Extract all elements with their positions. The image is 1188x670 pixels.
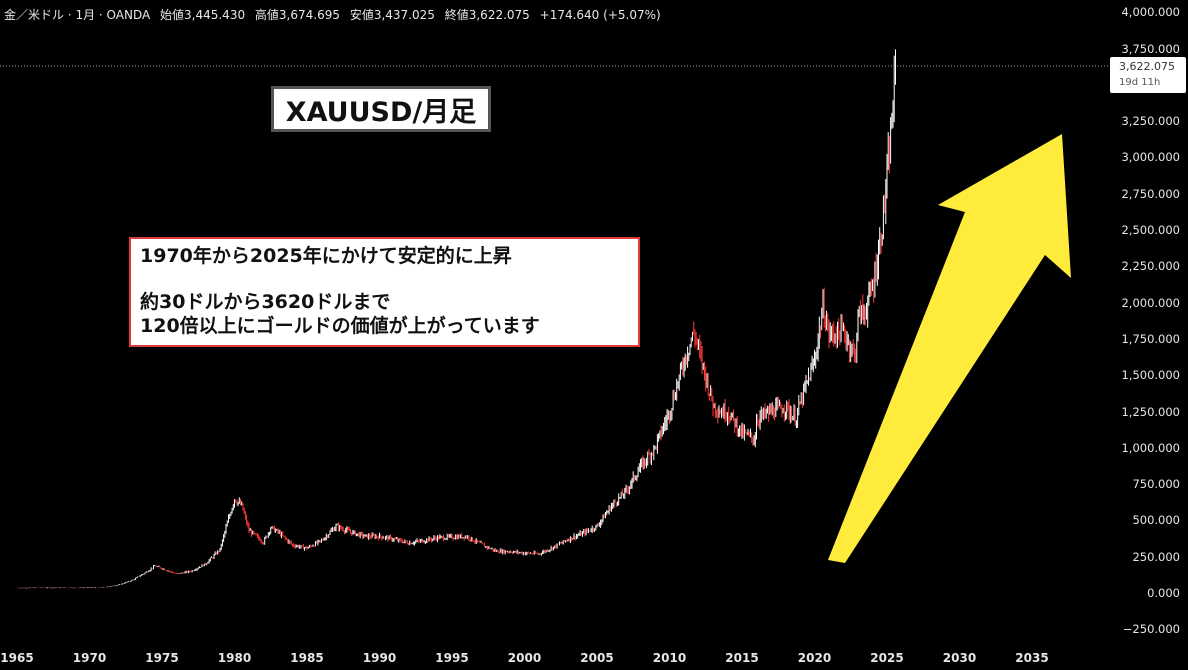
chart-header: 金／米ドル · 1月 · OANDA 始値3,445.430 高値3,674.6… bbox=[4, 6, 667, 23]
chart-title-annotation[interactable]: XAUUSD/月足 bbox=[271, 86, 491, 132]
x-tick-label: 2005 bbox=[580, 651, 614, 665]
x-tick-label: 1985 bbox=[290, 651, 324, 665]
low-value: 安値3,437.025 bbox=[349, 8, 435, 22]
x-tick-label: 2025 bbox=[870, 651, 904, 665]
change-value: +174.640 (+5.07%) bbox=[539, 8, 661, 22]
x-tick-label: 1965 bbox=[0, 651, 34, 665]
x-tick-label: 2035 bbox=[1015, 651, 1049, 665]
y-tick-label: 2,250.000 bbox=[1121, 259, 1180, 274]
y-tick-label: 1,750.000 bbox=[1121, 331, 1180, 346]
y-tick-label: 1,500.000 bbox=[1121, 368, 1180, 383]
y-tick-label: 3,250.000 bbox=[1121, 114, 1180, 129]
y-tick-label: 2,000.000 bbox=[1121, 295, 1180, 310]
x-tick-label: 2020 bbox=[797, 651, 832, 665]
x-tick-label: 1975 bbox=[145, 651, 179, 665]
note-line-1: 1970年から2025年にかけて安定的に上昇 bbox=[140, 245, 512, 267]
y-tick-label: −250.000 bbox=[1122, 622, 1180, 637]
close-value: 終値3,622.075 bbox=[444, 8, 530, 22]
x-tick-label: 2030 bbox=[942, 651, 977, 665]
candles-layer bbox=[16, 49, 896, 589]
y-tick-label: 3,000.000 bbox=[1121, 150, 1180, 165]
bar-countdown: 19d 11h bbox=[1119, 77, 1161, 88]
y-tick-label: 0.000 bbox=[1147, 586, 1180, 600]
x-tick-label: 1970 bbox=[72, 651, 107, 665]
x-tick-label: 2010 bbox=[652, 651, 687, 665]
x-tick-label: 1995 bbox=[435, 651, 469, 665]
x-tick-label: 2015 bbox=[725, 651, 759, 665]
yellow-up-arrow bbox=[828, 134, 1071, 563]
y-tick-label: 3,750.000 bbox=[1121, 41, 1180, 56]
x-tick-label: 2000 bbox=[507, 651, 542, 665]
note-line-2: 約30ドルから3620ドルまで bbox=[140, 291, 391, 313]
last-price-tag: 3,622.075 19d 11h bbox=[1110, 57, 1186, 93]
x-tick-label: 1990 bbox=[362, 651, 397, 665]
high-value: 高値3,674.695 bbox=[254, 8, 340, 22]
note-line-3: 120倍以上にゴールドの価値が上がっています bbox=[140, 315, 540, 337]
y-tick-label: 4,000.000 bbox=[1121, 5, 1180, 20]
last-price-value: 3,622.075 bbox=[1119, 60, 1175, 73]
y-tick-label: 750.000 bbox=[1132, 477, 1180, 492]
note-annotation[interactable]: 1970年から2025年にかけて安定的に上昇 約30ドルから3620ドルまで 1… bbox=[129, 237, 640, 347]
y-tick-label: 500.000 bbox=[1132, 513, 1180, 528]
y-tick-label: 1,250.000 bbox=[1121, 404, 1180, 419]
y-tick-label: 250.000 bbox=[1132, 549, 1180, 564]
symbol-label: 金／米ドル · 1月 · OANDA bbox=[4, 8, 151, 22]
y-tick-label: 2,750.000 bbox=[1121, 186, 1180, 201]
x-tick-label: 1980 bbox=[217, 651, 252, 665]
open-value: 始値3,445.430 bbox=[160, 8, 246, 22]
y-tick-label: 2,500.000 bbox=[1121, 223, 1180, 237]
y-tick-label: 1,000.000 bbox=[1121, 440, 1180, 455]
